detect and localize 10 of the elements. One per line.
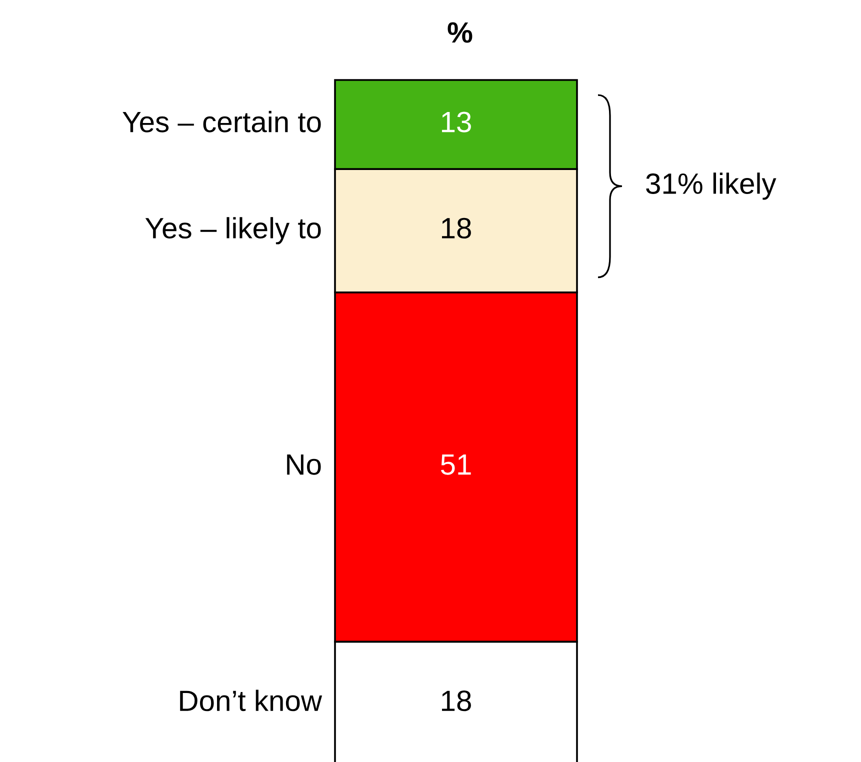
series-label: No (287, 454, 321, 475)
series-label: Yes – likely to (145, 217, 321, 244)
data-label: 51 (440, 454, 471, 475)
data-label: 13 (442, 112, 471, 132)
series-label: Yes – certain to (122, 110, 321, 132)
text: 31% likely (646, 172, 776, 200)
series-label: Don’t know (180, 690, 322, 712)
chart-title: % (448, 22, 472, 43)
data-label: 18 (442, 218, 471, 239)
data-label: 18 (442, 690, 471, 712)
